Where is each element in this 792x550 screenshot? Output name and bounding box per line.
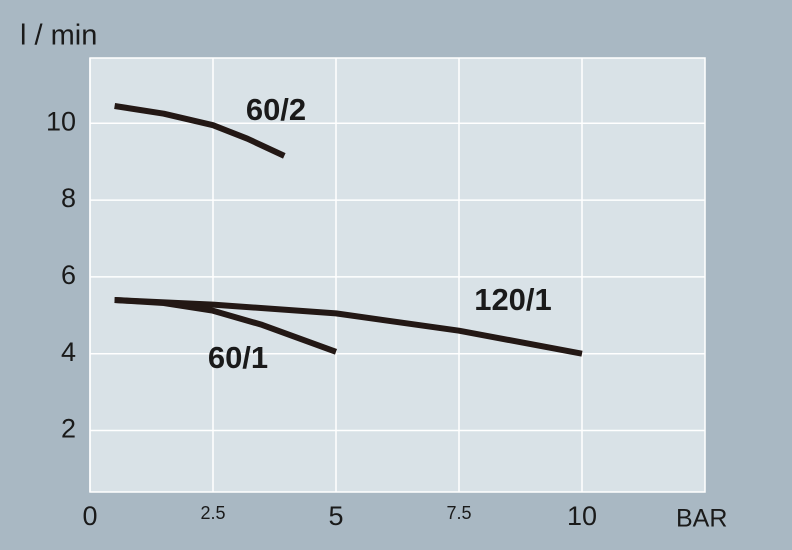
series-label: 60/1 — [208, 340, 268, 375]
x-tick-label: 7.5 — [446, 503, 471, 523]
y-axis-label: l / min — [20, 20, 97, 52]
y-tick-label: 2 — [61, 414, 76, 444]
y-tick-label: 10 — [46, 106, 76, 136]
y-tick-label: 8 — [61, 183, 76, 213]
series-label: 120/1 — [474, 282, 552, 317]
x-tick-label: 0 — [82, 501, 97, 531]
x-tick-label: 10 — [567, 501, 597, 531]
line — [114, 103, 286, 159]
x-tick-label: 2.5 — [200, 503, 225, 523]
y-tick-label: 4 — [61, 337, 76, 367]
x-tick-label: 5 — [328, 501, 343, 531]
y-tick-label: 6 — [61, 260, 76, 290]
x-axis-label: BAR — [676, 505, 727, 533]
line — [114, 297, 338, 355]
series-label: 60/2 — [246, 92, 306, 127]
plot-area — [89, 57, 706, 493]
